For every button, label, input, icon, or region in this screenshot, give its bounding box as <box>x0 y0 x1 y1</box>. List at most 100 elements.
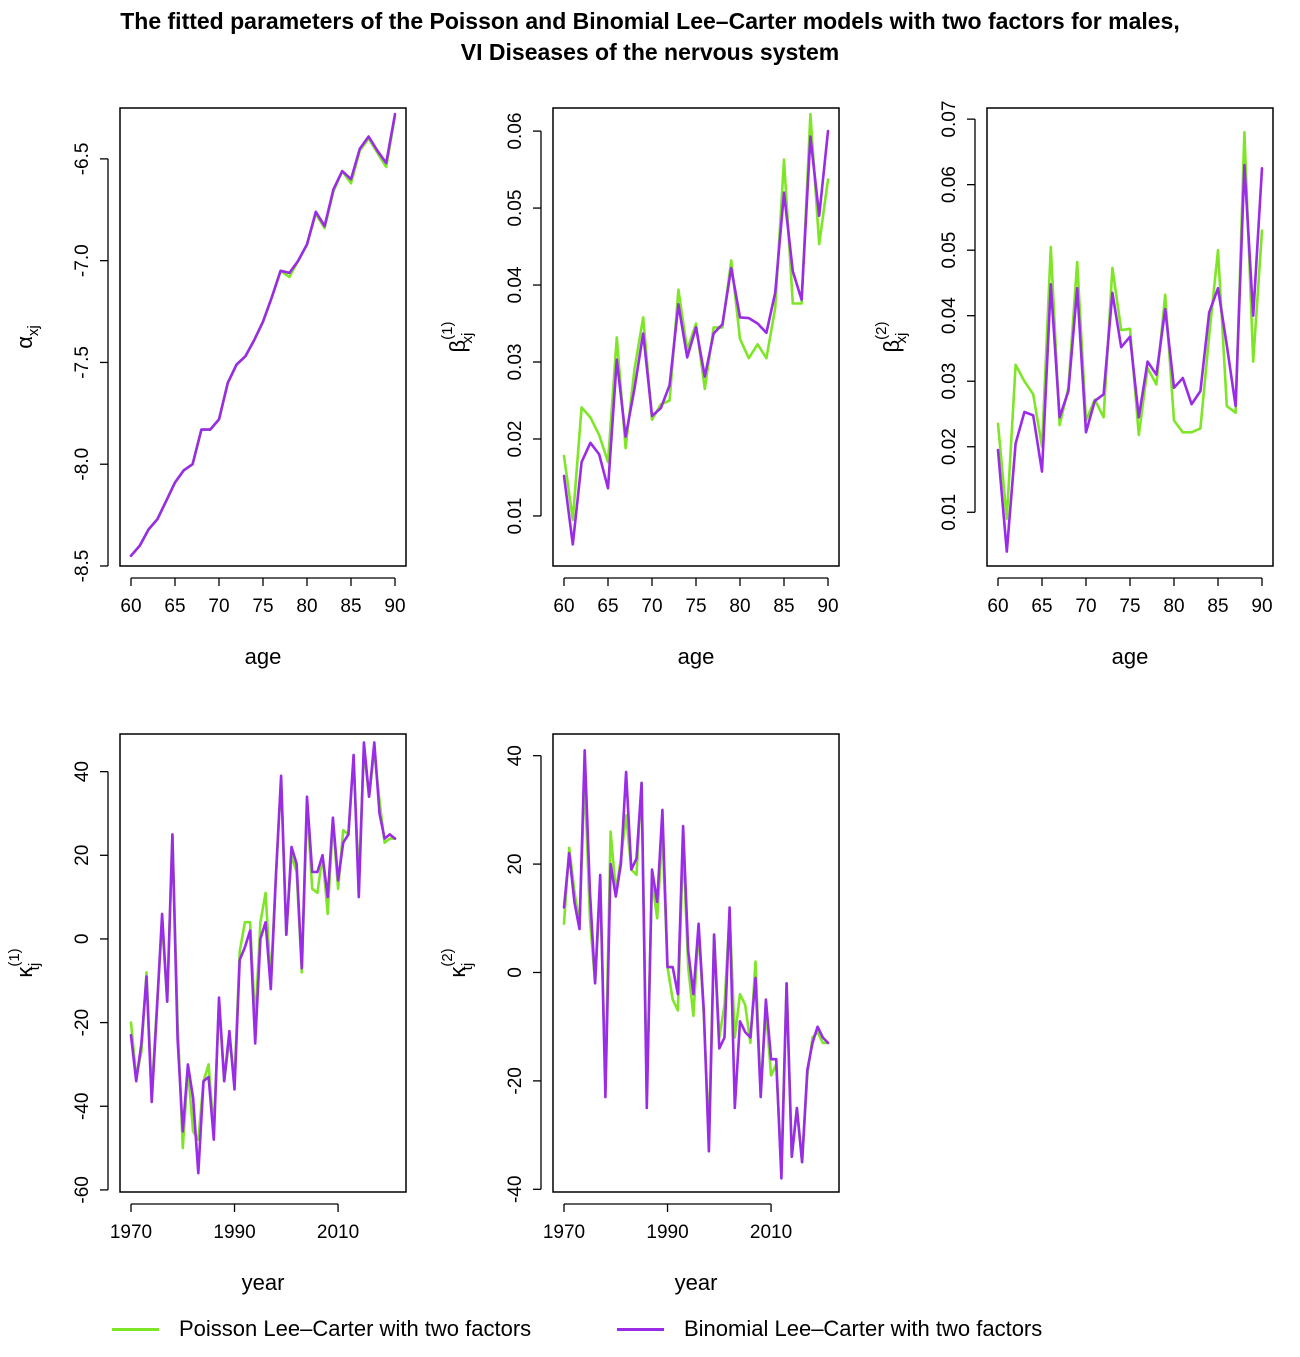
x-tick-label: 90 <box>384 596 405 617</box>
y-axis-label-superscript: (1) <box>6 948 23 966</box>
plot-frame <box>119 733 407 1193</box>
x-tick-label: 70 <box>1075 596 1096 617</box>
y-tick-label: 20 <box>72 845 93 866</box>
x-tick-label: 2010 <box>317 1222 359 1243</box>
x-tick-label: 60 <box>553 596 574 617</box>
y-tick-label: 0.02 <box>505 421 526 458</box>
y-tick-label: 0.05 <box>939 232 960 269</box>
series-line-binomial <box>996 163 1264 553</box>
y-tick-label: -7.5 <box>72 346 93 379</box>
y-tick-label: 0.04 <box>505 266 526 303</box>
y-tick-label: 0.05 <box>505 190 526 227</box>
y-tick-label: -7.0 <box>72 244 93 277</box>
x-tick-label: 1970 <box>543 1222 585 1243</box>
y-tick-label: 0.07 <box>939 101 960 138</box>
plot-frame <box>552 107 840 567</box>
y-axis-label-symbol: κ <box>445 966 470 978</box>
x-tick-label: 80 <box>729 596 750 617</box>
legend-item-binomial: Binomial Lee–Carter with two factors <box>617 1314 1042 1344</box>
y-axis-label: β(2) xj <box>873 322 910 353</box>
y-axis-label-subscript: xj <box>25 325 42 336</box>
y-axis-label-symbol: β <box>445 340 470 353</box>
series-line-binomial <box>129 112 397 558</box>
y-tick-label: 0.06 <box>505 113 526 150</box>
x-tick-label: 2010 <box>750 1222 792 1243</box>
x-axis-label: age <box>678 644 715 669</box>
x-tick-label: 65 <box>164 596 185 617</box>
y-axis-label: β(1) xj <box>439 322 476 353</box>
series-line-binomial <box>129 741 397 1175</box>
y-axis-label-subscript: tj <box>26 963 43 971</box>
x-axis-label: year <box>242 1270 285 1295</box>
panel-beta1: 60 65 70 75 80 85 90 age 0.01 0.02 0.03 0.04 0.05 0.0… <box>439 107 840 669</box>
x-tick-label: 70 <box>641 596 662 617</box>
y-axis-label-symbol: α <box>12 336 37 349</box>
y-axis-label-symbol: κ <box>12 966 37 978</box>
y-tick-label: -20 <box>72 1009 93 1036</box>
panel-kappa1: 1970 1990 2010 year -60 -40 -20 0 20 40 κ(1) tj <box>6 733 407 1295</box>
x-tick-label: 60 <box>120 596 141 617</box>
x-axis-label: age <box>245 644 282 669</box>
y-tick-label: -20 <box>505 1067 526 1094</box>
legend-swatch-binomial <box>617 1327 664 1331</box>
series-line-binomial <box>562 748 830 1180</box>
y-axis-label: αxj <box>12 325 42 349</box>
y-tick-label: -8.0 <box>72 448 93 481</box>
x-tick-label: 80 <box>296 596 317 617</box>
y-tick-label: -40 <box>72 1093 93 1120</box>
y-axis-label-symbol: β <box>879 340 904 353</box>
series-line-binomial <box>562 129 830 546</box>
x-tick-label: 90 <box>817 596 838 617</box>
x-tick-label: 1990 <box>646 1222 688 1243</box>
x-tick-label: 80 <box>1163 596 1184 617</box>
plot-frame <box>986 107 1274 567</box>
y-tick-label: 20 <box>505 854 526 875</box>
plots-canvas: 60 65 70 75 80 85 90age-8.5-8.0-7.5-7.0-6.5αxj… <box>6 101 1274 1295</box>
x-tick-label: 75 <box>252 596 273 617</box>
x-tick-label: 65 <box>597 596 618 617</box>
y-axis-label-superscript: (1) <box>439 322 456 340</box>
y-tick-label: -40 <box>505 1176 526 1203</box>
y-tick-label: 0 <box>505 967 526 978</box>
legend: Poisson Lee–Carter with two factors Bino… <box>0 1310 1300 1350</box>
y-axis-label-subscript: xj <box>893 333 910 344</box>
legend-label-binomial: Binomial Lee–Carter with two factors <box>684 1316 1043 1341</box>
y-tick-label: 0.02 <box>939 428 960 465</box>
x-tick-label: 85 <box>340 596 361 617</box>
legend-swatch-poisson <box>112 1327 159 1331</box>
x-tick-label: 85 <box>773 596 794 617</box>
y-tick-label: 0.03 <box>505 344 526 381</box>
y-axis-label: κ(1) tj <box>6 948 43 977</box>
y-tick-label: 40 <box>72 761 93 782</box>
x-tick-label: 75 <box>1119 596 1140 617</box>
chart-title-line-1: The fitted parameters of the Poisson and… <box>120 8 1180 34</box>
y-tick-label: 40 <box>505 745 526 766</box>
y-tick-label: -6.5 <box>72 143 93 176</box>
chart-title-line-2: VI Diseases of the nervous system <box>460 39 840 65</box>
x-tick-label: 85 <box>1207 596 1228 617</box>
y-tick-label: 0.01 <box>505 498 526 535</box>
x-axis-label: year <box>675 1270 718 1295</box>
panel-alpha: 60 65 70 75 80 85 90 age -8.5 -8.0 -7.5 -7.0 -6.5 αxj <box>12 107 407 669</box>
chart-title: The fitted parameters of the Poisson and… <box>0 6 1300 68</box>
y-tick-label: 0.03 <box>939 363 960 400</box>
panel-kappa2: 1970 1990 2010 year -40 -20 0 20 40 κ(2) tj <box>439 733 840 1295</box>
x-tick-label: 75 <box>685 596 706 617</box>
y-axis-label-superscript: (2) <box>873 322 890 340</box>
panel-beta2: 60 65 70 75 80 85 90 age 0.01 0.02 0.03 0.04 0.05 0.0… <box>873 101 1274 669</box>
plot-frame <box>119 107 407 567</box>
x-tick-label: 90 <box>1251 596 1272 617</box>
y-tick-label: 0.04 <box>939 297 960 334</box>
x-tick-label: 1990 <box>213 1222 255 1243</box>
y-tick-label: 0.06 <box>939 166 960 203</box>
x-tick-label: 65 <box>1031 596 1052 617</box>
x-tick-label: 60 <box>987 596 1008 617</box>
legend-item-poisson: Poisson Lee–Carter with two factors <box>112 1314 531 1344</box>
x-tick-label: 70 <box>208 596 229 617</box>
y-tick-label: 0.01 <box>939 494 960 531</box>
legend-label-poisson: Poisson Lee–Carter with two factors <box>179 1316 532 1341</box>
series-line-poisson <box>562 112 830 522</box>
plot-frame <box>552 733 840 1193</box>
y-tick-label: -8.5 <box>72 550 93 583</box>
series-line-poisson <box>996 130 1264 521</box>
